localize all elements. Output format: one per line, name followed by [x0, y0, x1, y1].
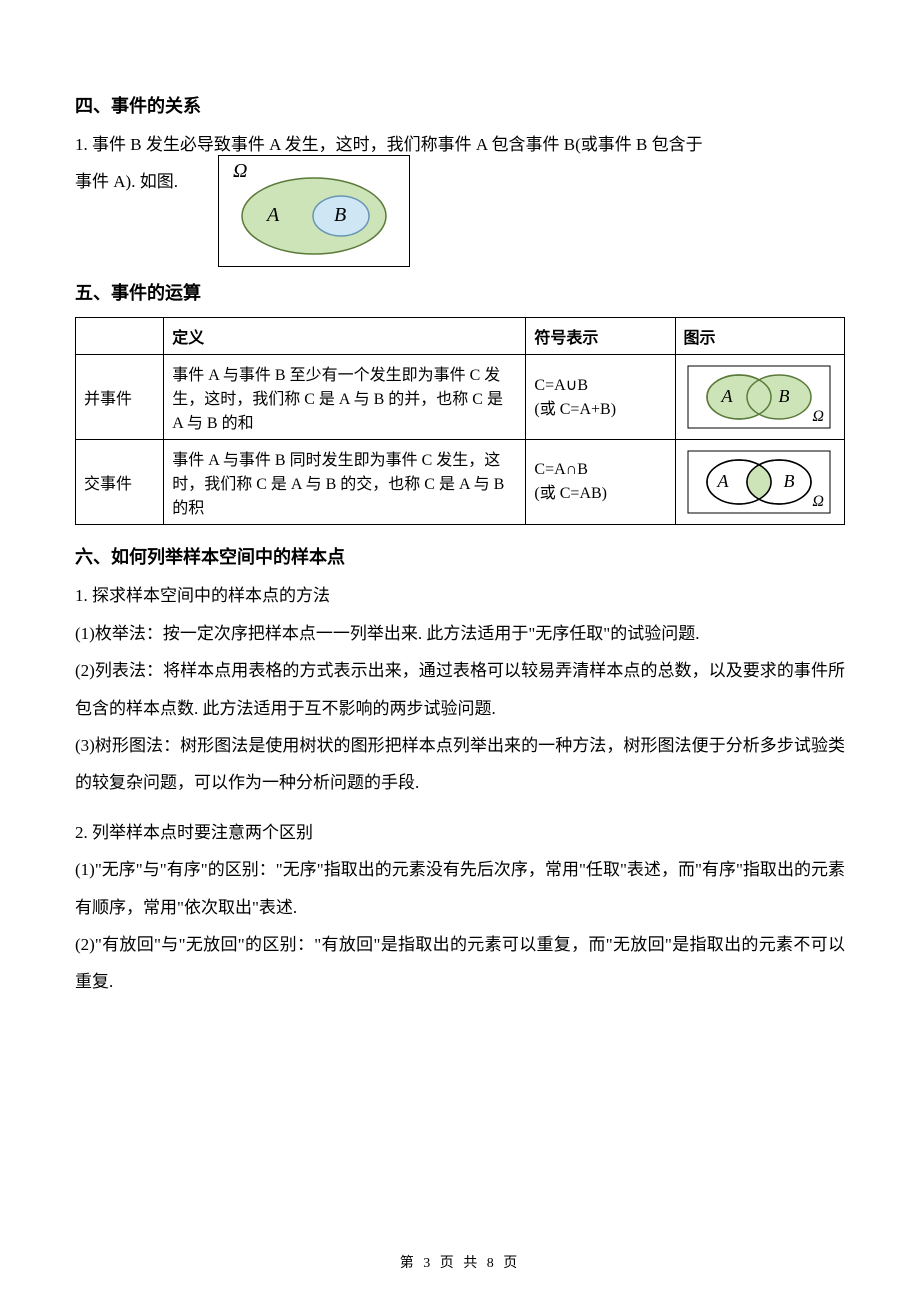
- operations-table: 定义 符号表示 图示 并事件 事件 A 与事件 B 至少有一个发生即为事件 C …: [75, 317, 845, 525]
- union-B: B: [779, 386, 790, 407]
- venn-A-label: A: [267, 204, 279, 227]
- row1-def: 事件 A 与事件 B 同时发生即为事件 C 发生，这时，我们称 C 是 A 与 …: [164, 440, 526, 525]
- section-4-title: 四、事件的关系: [75, 92, 845, 118]
- table-row: 交事件 事件 A 与事件 B 同时发生即为事件 C 发生，这时，我们称 C 是 …: [76, 440, 845, 525]
- footer-pre: 第: [400, 1256, 424, 1271]
- footer-total: 8: [487, 1256, 497, 1271]
- table-header-row: 定义 符号表示 图示: [76, 318, 845, 355]
- sec4-row: 事件 A). 如图. Ω A B: [75, 163, 845, 267]
- venn-diagram-subset: Ω A B: [218, 155, 410, 267]
- venn-union-svg: [684, 362, 834, 432]
- venn-intersection-diagram: A B Ω: [684, 447, 836, 517]
- union-omega: Ω: [812, 408, 824, 426]
- sec6-p6: (1)"无序"与"有序"的区别："无序"指取出的元素没有先后次序，常用"任取"表…: [75, 851, 845, 926]
- row1-sym-line2: (或 C=AB): [534, 479, 666, 503]
- sec6-p7: (2)"有放回"与"无放回"的区别："有放回"是指取出的元素可以重复，而"无放回…: [75, 926, 845, 1001]
- venn-B-label: B: [334, 204, 346, 227]
- inter-omega: Ω: [812, 493, 824, 511]
- sec6-p1: 1. 探求样本空间中的样本点的方法: [75, 577, 845, 614]
- row1-sym-line1: C=A∩B: [534, 461, 666, 479]
- row0-sym: C=A∪B (或 C=A+B): [526, 355, 675, 440]
- sec4-p1-line1: 1. 事件 B 发生必导致事件 A 发生，这时，我们称事件 A 包含事件 B(或…: [75, 126, 845, 163]
- footer-mid: 页 共: [433, 1256, 487, 1271]
- section-5-title: 五、事件的运算: [75, 279, 845, 305]
- row0-sym-line2: (或 C=A+B): [534, 395, 666, 419]
- sec6-p3: (2)列表法：将样本点用表格的方式表示出来，通过表格可以较易弄清样本点的总数，以…: [75, 652, 845, 727]
- row0-name: 并事件: [76, 355, 164, 440]
- document-page: 四、事件的关系 1. 事件 B 发生必导致事件 A 发生，这时，我们称事件 A …: [0, 0, 920, 1302]
- table-row: 并事件 事件 A 与事件 B 至少有一个发生即为事件 C 发生，这时，我们称 C…: [76, 355, 845, 440]
- row1-name: 交事件: [76, 440, 164, 525]
- sec6-p4: (3)树形图法：树形图法是使用树状的图形把样本点列举出来的一种方法，树形图法便于…: [75, 727, 845, 802]
- footer-page: 3: [423, 1256, 433, 1271]
- sec6-p5: 2. 列举样本点时要注意两个区别: [75, 814, 845, 851]
- th-sym: 符号表示: [526, 318, 675, 355]
- inter-A: A: [718, 471, 729, 492]
- row1-sym: C=A∩B (或 C=AB): [526, 440, 675, 525]
- venn-intersection-svg: [684, 447, 834, 517]
- venn-union-diagram: A B Ω: [684, 362, 836, 432]
- section-6-title: 六、如何列举样本空间中的样本点: [75, 543, 845, 569]
- row1-fig: A B Ω: [675, 440, 844, 525]
- row0-def: 事件 A 与事件 B 至少有一个发生即为事件 C 发生，这时，我们称 C 是 A…: [164, 355, 526, 440]
- row0-fig: A B Ω: [675, 355, 844, 440]
- page-footer: 第 3 页 共 8 页: [0, 1252, 920, 1272]
- footer-suf: 页: [497, 1256, 521, 1271]
- union-A: A: [722, 386, 733, 407]
- th-empty: [76, 318, 164, 355]
- sec4-p1-line2: 事件 A). 如图.: [75, 163, 178, 200]
- inter-B: B: [784, 471, 795, 492]
- venn-svg-subset: [219, 156, 409, 266]
- sec6-p2: (1)枚举法：按一定次序把样本点一一列举出来. 此方法适用于"无序任取"的试验问…: [75, 615, 845, 652]
- row0-sym-line1: C=A∪B: [534, 375, 666, 395]
- th-fig: 图示: [675, 318, 844, 355]
- th-def: 定义: [164, 318, 526, 355]
